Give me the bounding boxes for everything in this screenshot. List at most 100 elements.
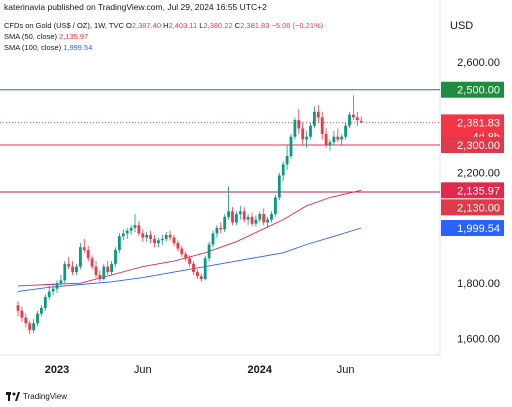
candle-body-2: [24, 317, 28, 324]
candle-body-42: [180, 248, 184, 255]
chart-legend: CFDs on Gold (US$ / OZ), 1W, TVC O2,387.…: [4, 20, 323, 53]
candle-body-23: [106, 266, 110, 273]
open-value: 2,387.40: [131, 21, 162, 30]
candle-body-16: [79, 247, 82, 267]
candle-body-47: [199, 276, 203, 280]
candle-body-19: [90, 258, 94, 267]
candle-body-24: [110, 263, 113, 273]
candle-body-41: [176, 243, 180, 249]
candle-body-33: [145, 234, 149, 238]
y-tick-label-3: 1,600.00: [457, 333, 500, 345]
candle-body-46: [196, 272, 199, 277]
candle-body-66: [274, 197, 277, 215]
sma100-tag-badge: [441, 220, 504, 237]
candle-body-0: [16, 305, 20, 311]
candle-body-61: [254, 219, 258, 224]
legend-sma100-row[interactable]: SMA (100, close) 1,999.54: [4, 42, 323, 53]
level-2500-badge-label: 2,500.00: [457, 85, 500, 97]
candle-body-32: [141, 233, 145, 238]
candle-body-62: [258, 214, 262, 220]
x-tick-label-1: Jun: [134, 364, 152, 376]
candle-body-45: [192, 263, 195, 273]
candle-body-65: [270, 214, 273, 220]
level-2300-badge-label: 2,300.00: [457, 140, 500, 152]
change-value: −5.06 (−0.21%): [271, 21, 324, 30]
candle-body-49: [207, 244, 211, 259]
candle-body-85: [348, 114, 351, 126]
candle-body-5: [36, 313, 39, 324]
level-2500-badge: [441, 81, 504, 98]
candle-body-72: [297, 120, 301, 129]
sma100-tag-badge-label: 1,999.54: [457, 223, 500, 235]
high-label: H: [163, 21, 169, 30]
x-tick-label-2: 2024: [248, 364, 273, 376]
candle-body-78: [320, 117, 324, 134]
sma50-tag-badge: [441, 182, 504, 199]
y-tick-label-2: 1,800.00: [457, 278, 500, 290]
candle-body-59: [246, 216, 250, 220]
candle-body-21: [98, 274, 102, 280]
candle-body-71: [293, 120, 297, 137]
candle-body-60: [250, 216, 254, 224]
candle-body-1: [20, 310, 24, 318]
candle-body-26: [118, 236, 121, 250]
legend-sma50-row[interactable]: SMA (50, close) 2,135.97: [4, 31, 323, 42]
sma50-tag-badge-label: 2,135.97: [457, 185, 500, 197]
candle-body-40: [172, 237, 176, 244]
candle-body-54: [227, 211, 230, 217]
candle-body-13: [67, 263, 71, 267]
symbol-label: CFDs on Gold (US$ / OZ), 1W, TVC: [4, 21, 124, 30]
tradingview-logo-icon: [6, 392, 20, 402]
currency-label[interactable]: USD: [450, 20, 474, 32]
candle-body-76: [313, 111, 316, 126]
candle-body-82: [336, 136, 340, 140]
level-2130-badge: [441, 199, 504, 216]
candle-body-34: [149, 234, 152, 239]
candle-body-48: [203, 258, 207, 280]
candle-body-37: [160, 238, 164, 241]
last-price-badge-label: 2,381.83: [457, 117, 500, 129]
candle-body-57: [238, 211, 242, 215]
candle-body-83: [340, 136, 344, 140]
level-2130-badge-label: 2,130.00: [457, 202, 500, 214]
candle-body-88: [359, 120, 363, 123]
sma100-value: 1,999.54: [63, 43, 93, 52]
candle-body-84: [344, 125, 347, 137]
candle-body-39: [168, 234, 172, 238]
candle-body-79: [324, 133, 328, 145]
close-label: C: [234, 21, 241, 30]
candle-body-7: [43, 296, 47, 309]
candle-body-80: [328, 142, 332, 145]
candle-body-35: [153, 238, 156, 244]
open-label: O: [125, 21, 132, 30]
legend-ohlc-row: CFDs on Gold (US$ / OZ), 1W, TVC O2,387.…: [4, 20, 323, 31]
candle-body-86: [352, 114, 355, 118]
candle-body-11: [59, 280, 63, 284]
publisher-header: katerinavia published on TradingView.com…: [4, 2, 267, 12]
candle-body-27: [121, 233, 125, 237]
candle-body-4: [32, 323, 35, 331]
high-value: 2,403.11: [168, 21, 198, 30]
close-value: 2,381.83: [240, 21, 270, 30]
candle-body-53: [223, 216, 227, 230]
candle-body-31: [137, 225, 141, 234]
candle-body-36: [157, 240, 160, 244]
candle-body-10: [55, 283, 59, 289]
candle-body-73: [301, 128, 305, 140]
candle-body-74: [305, 136, 308, 140]
candle-body-6: [40, 308, 43, 314]
candle-body-29: [129, 227, 133, 231]
candle-body-68: [281, 164, 285, 176]
candle-body-8: [47, 291, 51, 297]
sma100-label: SMA (100, close): [4, 43, 62, 52]
candle-body-18: [86, 250, 90, 259]
candle-body-15: [75, 266, 78, 273]
candle-body-14: [71, 266, 74, 273]
candle-body-77: [316, 111, 320, 118]
candle-body-63: [262, 214, 266, 223]
candle-body-12: [63, 263, 67, 281]
y-tick-label-0: 2,600.00: [457, 57, 500, 69]
candle-body-55: [231, 211, 234, 223]
candle-body-50: [211, 233, 215, 245]
